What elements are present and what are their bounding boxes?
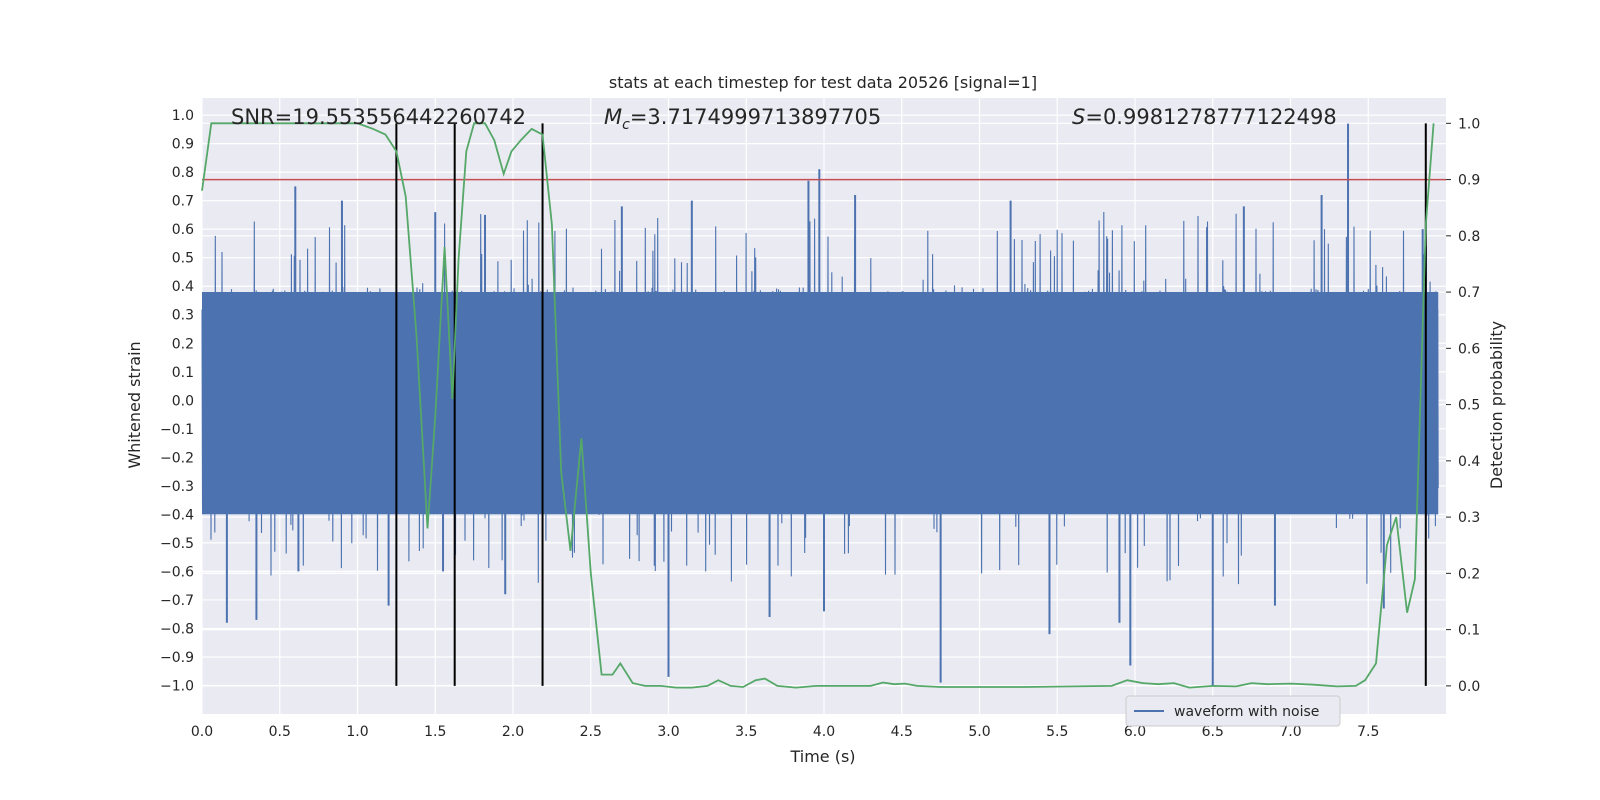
- y-tick-label: −0.8: [160, 621, 194, 637]
- mc-subscript: c: [622, 117, 630, 133]
- snr-annotation: SNR=19.553556442260742: [231, 105, 526, 129]
- y-tick-label: 0.6: [172, 222, 194, 238]
- s-symbol: S: [1072, 105, 1085, 129]
- y-right-axis-label: Detection probability: [1487, 321, 1506, 489]
- chart-title: stats at each timestep for test data 205…: [609, 73, 1037, 92]
- x-tick-label: 7.0: [1279, 724, 1301, 740]
- y-right-tick-label: 0.3: [1458, 510, 1480, 526]
- y-tick-label: −0.9: [160, 650, 194, 666]
- y-tick-label: 0.3: [172, 308, 194, 324]
- y-tick-label: 0.2: [172, 336, 194, 352]
- x-tick-label: 6.0: [1124, 724, 1146, 740]
- y-tick-label: −0.4: [160, 507, 194, 523]
- y-right-tick-label: 0.7: [1458, 285, 1480, 301]
- mc-symbol: M: [604, 105, 622, 129]
- y-right-tick-label: 0.4: [1458, 454, 1480, 470]
- x-tick-label: 6.5: [1202, 724, 1224, 740]
- s-annotation: S=0.9981278777122498: [1072, 105, 1337, 129]
- x-tick-label: 3.5: [735, 724, 757, 740]
- y-tick-label: −0.1: [160, 422, 194, 438]
- legend: waveform with noise: [1125, 695, 1341, 727]
- x-axis-ticks: 0.0 0.5 1.0 1.5 2.0 2.5 3.0 3.5 4.0 4.5 5.0 5.5 6.0 6…: [191, 724, 1380, 740]
- y-tick-label: −0.6: [160, 564, 194, 580]
- legend-label: waveform with noise: [1174, 704, 1319, 720]
- y-tick-label: 0.4: [172, 279, 194, 295]
- x-tick-label: 5.5: [1046, 724, 1068, 740]
- y-tick-label: −0.7: [160, 593, 194, 609]
- x-tick-label: 3.0: [657, 724, 679, 740]
- x-tick-label: 0.0: [191, 724, 213, 740]
- x-tick-label: 7.5: [1357, 724, 1379, 740]
- legend-box: [1125, 695, 1341, 727]
- x-tick-label: 4.0: [813, 724, 835, 740]
- y-right-tick-label: 1.0: [1458, 116, 1480, 132]
- y-right-tick-label: 0.2: [1458, 566, 1480, 582]
- y-right-tick-label: 0.1: [1458, 623, 1480, 639]
- y-tick-label: 0.0: [172, 393, 194, 409]
- y-right-tick-label: 0.8: [1458, 229, 1480, 245]
- y-tick-label: 0.1: [172, 365, 194, 381]
- detection-probability-line: [201, 122, 1435, 689]
- x-tick-label: 5.0: [968, 724, 990, 740]
- y-axis-label: Whitened strain: [125, 341, 144, 468]
- x-tick-label: 4.5: [891, 724, 913, 740]
- y-tick-label: 0.8: [172, 165, 194, 181]
- mc-value: =3.7174999713897705: [630, 105, 881, 129]
- y-tick-label: −0.5: [160, 536, 194, 552]
- y-tick-label: 1.0: [172, 108, 194, 124]
- y-tick-label: −0.2: [160, 450, 194, 466]
- y-right-tick-label: 0.5: [1458, 398, 1480, 414]
- y-right-tick-label: 0.6: [1458, 341, 1480, 357]
- y-axis-ticks: 1.0 0.9 0.8 0.7 0.6 0.5 0.4 0.3 0.2 0.1 0.0 −0.1 −0.…: [160, 108, 194, 694]
- y-tick-label: 0.7: [172, 194, 194, 210]
- x-tick-label: 2.0: [502, 724, 524, 740]
- y-tick-label: 0.9: [172, 137, 194, 153]
- y-right-axis-ticks: 1.0 0.9 0.8 0.7 0.6 0.5 0.4 0.3 0.2 0.1 0.0: [1446, 116, 1480, 695]
- y-right-tick-label: 0.0: [1458, 679, 1480, 695]
- x-axis-label: Time (s): [789, 747, 855, 766]
- y-tick-label: 0.5: [172, 251, 194, 267]
- s-value: =0.9981278777122498: [1085, 105, 1336, 129]
- y-tick-label: −0.3: [160, 479, 194, 495]
- y-right-tick-label: 0.9: [1458, 173, 1480, 189]
- x-tick-label: 2.5: [580, 724, 602, 740]
- mc-annotation: Mc=3.7174999713897705: [604, 105, 881, 133]
- waveform-series: [201, 123, 1439, 686]
- x-tick-label: 0.5: [269, 724, 291, 740]
- x-tick-label: 1.0: [346, 724, 368, 740]
- y-tick-label: −1.0: [160, 678, 194, 694]
- x-tick-label: 1.5: [424, 724, 446, 740]
